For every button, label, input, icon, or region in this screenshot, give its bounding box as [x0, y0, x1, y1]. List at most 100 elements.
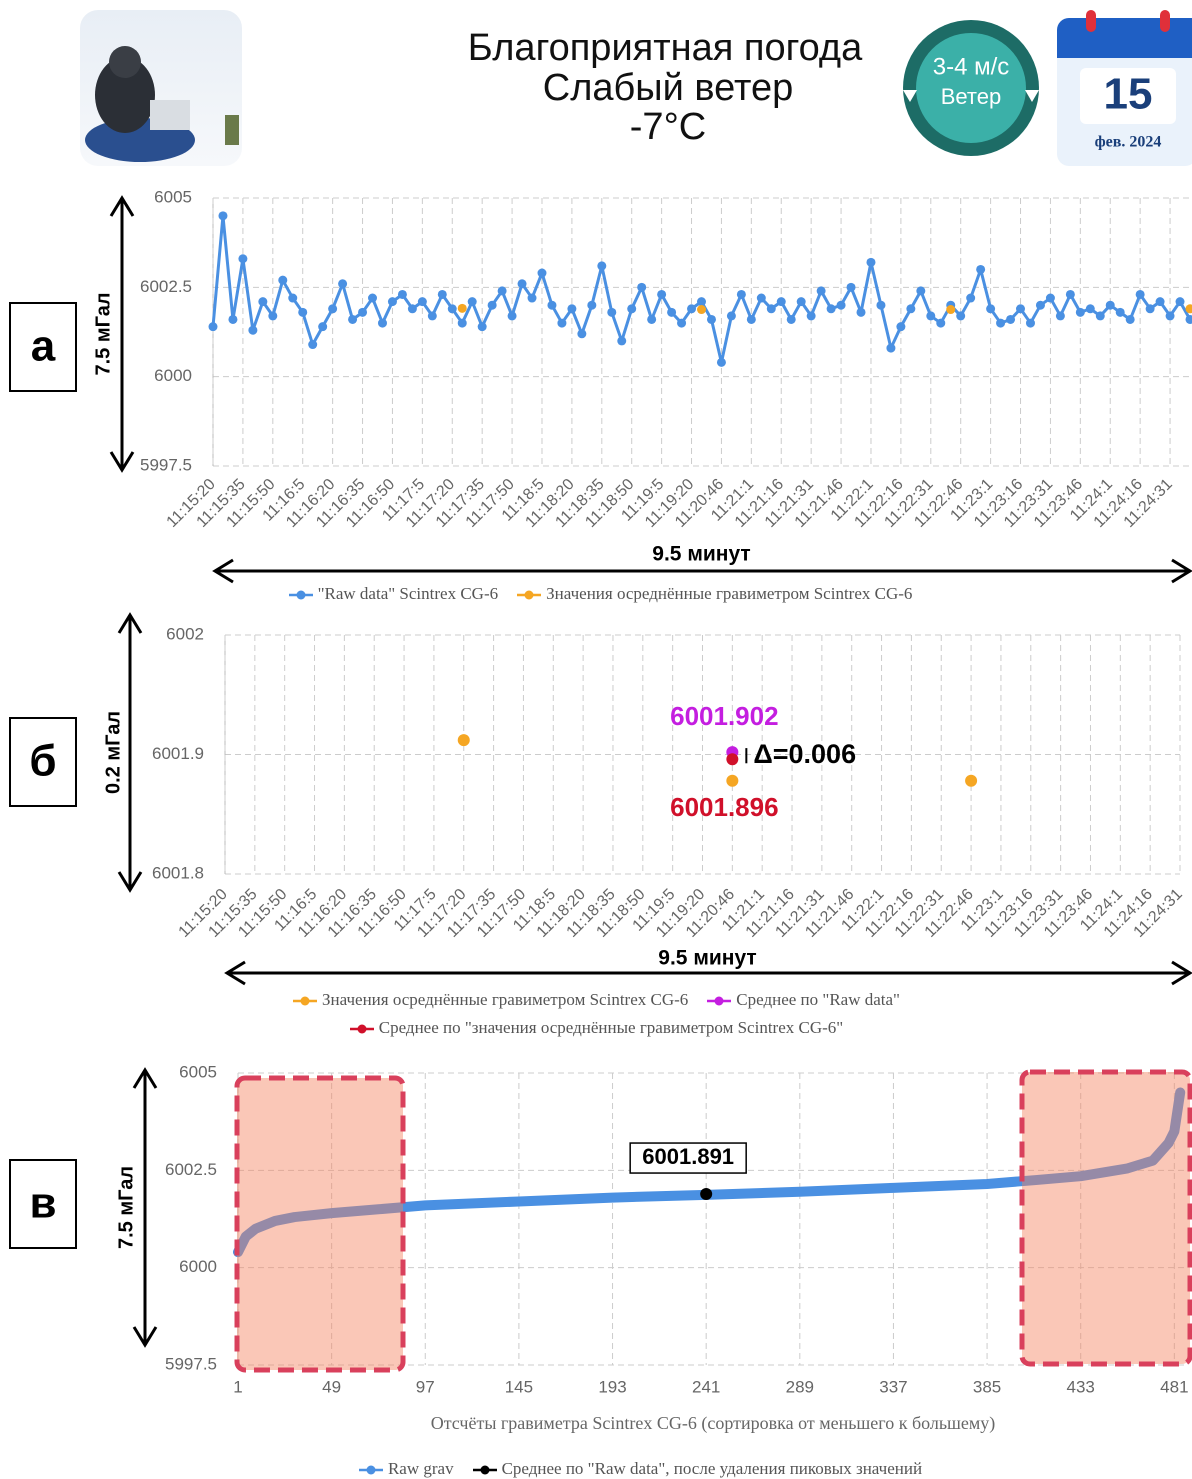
legend-swatch [349, 1024, 374, 1034]
x-tick-label: 433 [1067, 1377, 1095, 1396]
data-point [1185, 314, 1192, 324]
data-point [1125, 314, 1135, 324]
data-point [1065, 289, 1075, 299]
wind-label: Ветер [941, 84, 1001, 109]
arrow-head [1171, 558, 1192, 584]
data-point [607, 307, 617, 317]
data-point [1095, 311, 1105, 321]
data-point [328, 304, 338, 314]
data-point [687, 304, 697, 314]
wind-badge [903, 20, 1039, 156]
data-label: 6001.896 [670, 792, 778, 822]
arrow-head [109, 195, 135, 217]
data-point [1016, 304, 1026, 314]
data-point [577, 329, 587, 339]
data-point [1075, 307, 1085, 317]
data-label: 6001.891 [642, 1144, 734, 1169]
data-point [736, 289, 746, 299]
data-point [218, 211, 228, 221]
arrow-head [132, 1067, 158, 1089]
swatch-dot [300, 996, 310, 1006]
panel-box [9, 302, 77, 392]
panel-box [9, 1159, 77, 1249]
y-span-label: 7.5 мГал [115, 1166, 137, 1249]
data-point [368, 293, 378, 303]
legend-swatch [707, 996, 732, 1006]
arrow-head [109, 451, 135, 473]
data-point [248, 325, 258, 335]
x-tick-label: 97 [416, 1377, 435, 1396]
data-point [806, 311, 816, 321]
legend-swatch [293, 996, 317, 1006]
panel-label: а [31, 322, 56, 371]
data-point [387, 297, 397, 307]
legend-swatch [288, 590, 313, 600]
data-point [487, 300, 497, 310]
legend-item: Значения осреднённые гравиметром Scintre… [516, 580, 912, 608]
title-line: Слабый ветер [543, 67, 794, 109]
label-box [629, 1142, 747, 1174]
data-line [211, 214, 1192, 364]
y-span-label: 0.2 мГал [102, 711, 124, 794]
title-line: Благоприятная погода [468, 27, 863, 69]
calendar-month: фев. 2024 [1095, 134, 1162, 151]
x-tick-label: 481 [1160, 1377, 1188, 1396]
data-point [716, 357, 726, 367]
peak-zone [1019, 1069, 1192, 1367]
data-point [1035, 300, 1045, 310]
x-tick-label: 289 [786, 1377, 814, 1396]
legend: "Raw data" Scintrex CG-6 Значения осреднё… [200, 580, 1000, 608]
y-tick-label: 6001.9 [152, 744, 204, 763]
legend-swatch [517, 590, 542, 600]
legend-label: Среднее по "значения осреднённые гравиме… [378, 1018, 844, 1037]
data-point [1155, 297, 1165, 307]
data-point [816, 286, 826, 296]
data-point [706, 314, 716, 324]
x-span-label: 9.5 минут [652, 543, 750, 566]
data-point [896, 322, 906, 332]
x-tick-label: 385 [973, 1377, 1001, 1396]
data-point [776, 297, 786, 307]
legend-item: Среднее по "Raw data" [706, 986, 900, 1014]
data-point [557, 318, 567, 328]
annotation: Δ=0.006 [753, 739, 856, 769]
data-point [547, 300, 557, 310]
data-point [886, 343, 896, 353]
x-tick-label: 193 [598, 1377, 626, 1396]
swatch-dot [366, 1465, 376, 1475]
data-point [318, 322, 328, 332]
data-point [1175, 297, 1185, 307]
y-tick-label: 5997.5 [140, 455, 192, 474]
arrow-head [224, 960, 246, 986]
arrow-head [132, 1326, 158, 1348]
data-point [278, 275, 288, 285]
data-point [756, 293, 766, 303]
y-tick-label: 6005 [154, 187, 192, 206]
temperature: -7°C [630, 106, 706, 148]
data-point [477, 322, 487, 332]
data-point [926, 311, 936, 321]
data-point [726, 753, 739, 766]
data-point [965, 774, 978, 787]
data-point [866, 257, 876, 267]
data-point [697, 305, 706, 315]
data-point [457, 318, 467, 328]
arrow-head [1171, 960, 1192, 986]
calendar-day: 15 [1104, 70, 1153, 119]
data-point [467, 297, 477, 307]
legend-label: Значения осреднённые гравиметром Scintre… [546, 584, 913, 603]
data-point [358, 307, 368, 317]
data-point [338, 279, 348, 289]
data-point [786, 314, 796, 324]
data-point [457, 734, 470, 747]
data-point [617, 336, 627, 346]
x-tick-label: 1 [233, 1377, 242, 1396]
data-point [916, 286, 926, 296]
legend-label: "Raw data" Scintrex CG-6 [317, 584, 499, 603]
data-point [348, 314, 358, 324]
data-point [746, 314, 756, 324]
data-point [667, 307, 677, 317]
panel-label: б [29, 737, 56, 786]
legend-label: Среднее по "Raw data", после удаления пи… [501, 1459, 923, 1478]
peak-zone [234, 1075, 406, 1373]
